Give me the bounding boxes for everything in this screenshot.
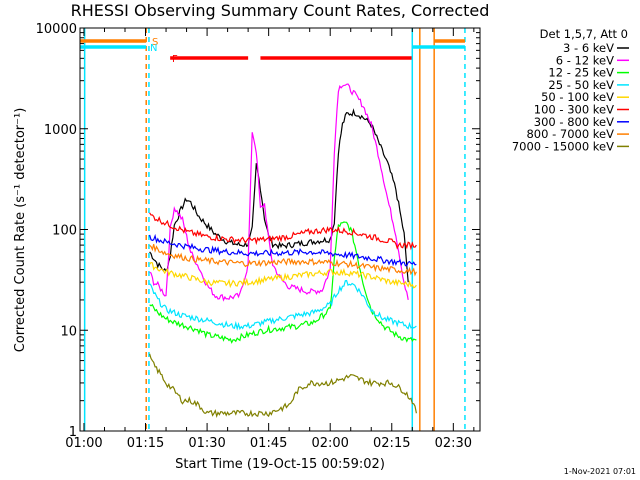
legend-label-7: 300 - 800 keV: [534, 115, 614, 129]
y-tick-label-1: 1: [69, 425, 77, 440]
series-line-2: [149, 83, 409, 302]
flag-f-label: F: [172, 54, 178, 65]
y-tick-label-3: 100: [52, 224, 77, 239]
legend-label-5: 50 - 100 keV: [541, 90, 614, 104]
x-tick-label-2: 01:15: [127, 436, 164, 451]
flag-s-label: S: [152, 37, 158, 48]
x-tick-label-6: 02:15: [373, 436, 410, 451]
y-axis-label: Corrected Count Rate (s⁻¹ detector⁻¹): [13, 108, 28, 353]
footer-timestamp: 1-Nov-2021 07:01: [564, 467, 636, 476]
series-line-1: [149, 108, 409, 283]
legend-label-2: 6 - 12 keV: [556, 53, 614, 67]
series-line-4: [149, 279, 417, 331]
series-line-6: [149, 212, 417, 251]
flag-bars: SN F: [80, 37, 465, 65]
legend-label-6: 100 - 300 keV: [534, 103, 614, 117]
legend-label-4: 25 - 50 keV: [548, 78, 614, 92]
series-line-9: [149, 353, 417, 418]
x-axis-label: Start Time (19-Oct-15 00:59:02): [175, 457, 385, 472]
legend-label-9: 7000 - 15000 keV: [512, 139, 614, 153]
chart-title: RHESSI Observing Summary Count Rates, Co…: [71, 1, 490, 20]
legend-label-8: 800 - 7000 keV: [526, 127, 614, 141]
series-line-8: [149, 244, 417, 277]
legend-header: Det 1,5,7, Att 0: [540, 27, 628, 41]
legend-label-1: 3 - 6 keV: [563, 41, 614, 55]
series-line-7: [149, 233, 417, 267]
x-tick-label-5: 02:00: [311, 436, 348, 451]
x-tick-label-7: 02:30: [435, 436, 472, 451]
y-tick-label-5: 10000: [36, 22, 77, 37]
vertical-markers: [83, 28, 466, 431]
series-line-3: [149, 221, 417, 344]
x-tick-label-1: 01:00: [65, 436, 102, 451]
x-tick-label-3: 01:30: [188, 436, 225, 451]
flag-n-label: N: [150, 43, 157, 54]
y-tick-label-2: 10: [60, 324, 77, 339]
series-line-5: [149, 261, 417, 289]
axis-ticks: 01:00 01:15 01:30 01:45 02:00 02:15 02:30 1 10 10…: [36, 22, 480, 451]
y-tick-label-4: 1000: [44, 123, 77, 138]
legend-label-3: 12 - 25 keV: [548, 66, 614, 80]
series-layer: [149, 83, 417, 418]
x-tick-label-4: 01:45: [250, 436, 287, 451]
